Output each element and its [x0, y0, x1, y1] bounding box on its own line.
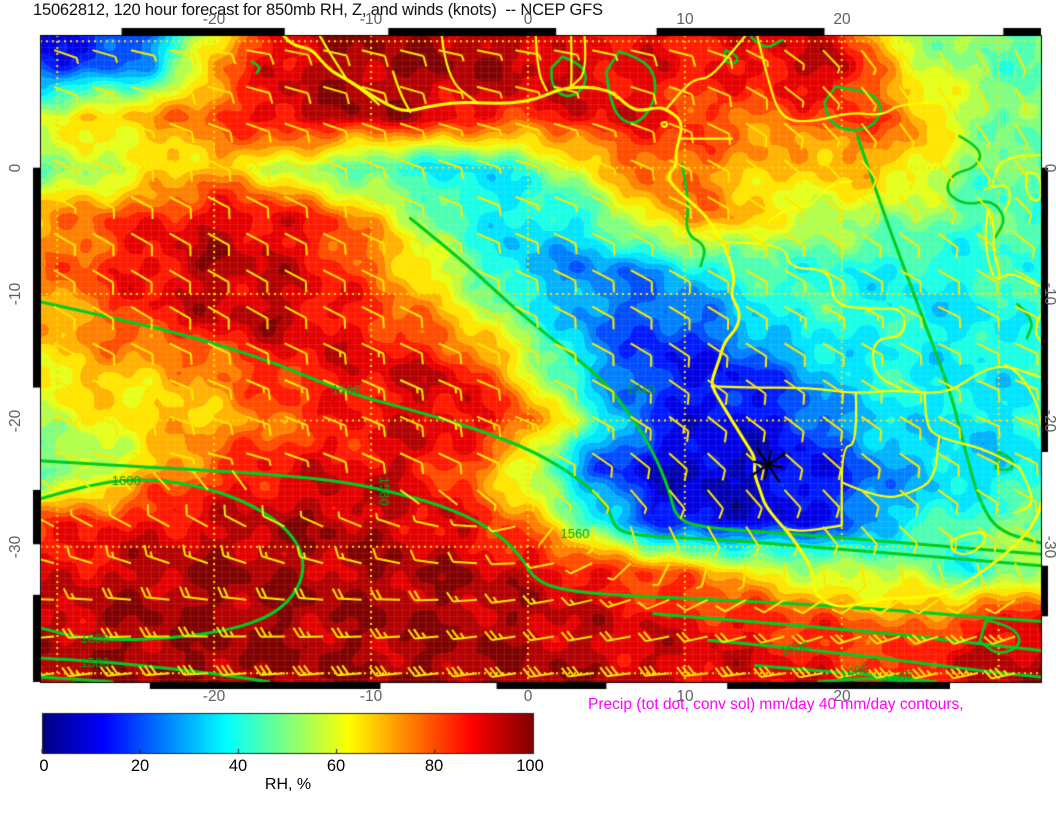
- colorbar-tick-label: 60: [326, 757, 346, 775]
- top-axis-tick-label: 20: [833, 11, 851, 28]
- right-axis-tick-label: -10: [1041, 282, 1056, 306]
- top-axis-tick-label: 10: [676, 11, 694, 28]
- precip-caption: Precip (tot dot, conv sol) mm/day 40 mm/…: [588, 696, 964, 713]
- left-axis-tick-label: -20: [7, 409, 24, 433]
- left-axis-tick-label: 0: [7, 163, 24, 173]
- page-title: 15062812, 120 hour forecast for 850mb RH…: [33, 1, 603, 19]
- bottom-axis-tick-label: 10: [676, 688, 694, 705]
- right-axis-tick-label: -20: [1041, 409, 1056, 433]
- colorbar-tick-label: 0: [39, 757, 49, 775]
- colorbar-axis-label: RH, %: [264, 776, 312, 793]
- top-axis-tick-label: -20: [202, 11, 226, 28]
- left-axis-tick-label: -10: [7, 282, 24, 306]
- bottom-axis-tick-label: 0: [523, 688, 533, 705]
- bottom-axis-tick-label: -20: [202, 688, 226, 705]
- top-axis-tick-label: -10: [359, 11, 383, 28]
- colorbar-tick-label: 100: [516, 757, 544, 775]
- left-axis-tick-label: -30: [7, 535, 24, 559]
- right-axis-tick-label: -30: [1041, 535, 1056, 559]
- bottom-axis-tick-label: -10: [359, 688, 383, 705]
- right-axis-tick-label: 0: [1040, 164, 1056, 173]
- colorbar-tick-label: 40: [228, 757, 248, 775]
- colorbar-tick-label: 80: [424, 757, 444, 775]
- bottom-axis-tick-label: 20: [833, 688, 851, 705]
- top-axis-tick-label: 0: [523, 11, 533, 28]
- colorbar-tick-label: 20: [130, 757, 150, 775]
